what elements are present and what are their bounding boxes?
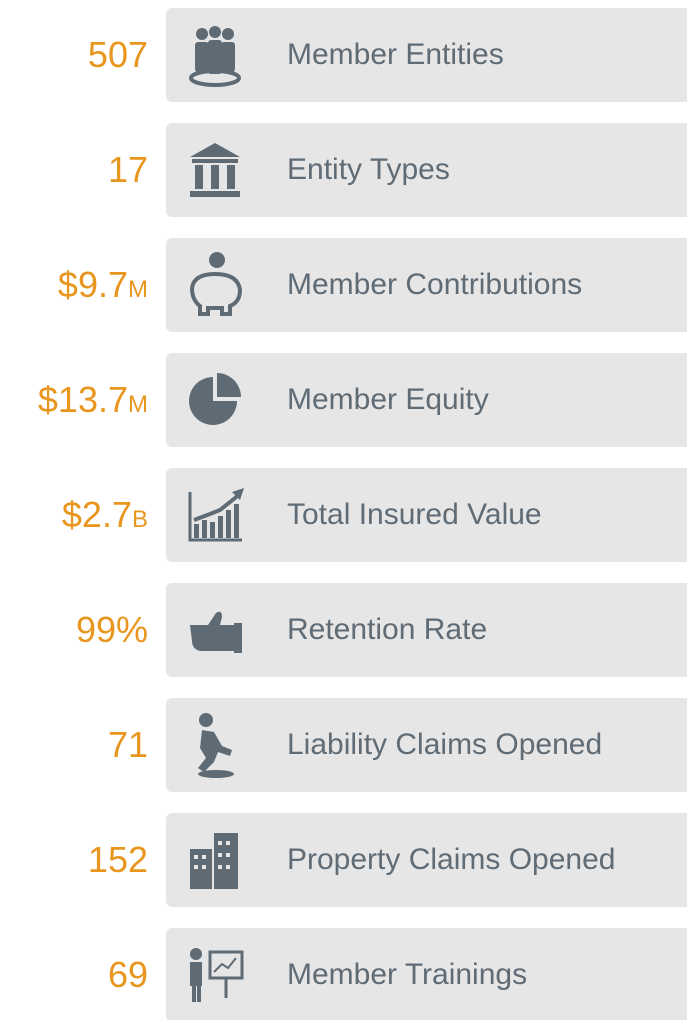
stat-row: 99% Retention Rate: [0, 583, 687, 677]
stat-row: 17 Entity Types: [0, 123, 687, 217]
stat-row: 71 Liability Claims Opened: [0, 698, 687, 792]
value-text: 71: [107, 724, 148, 765]
stat-label: Member Equity: [287, 383, 489, 416]
stat-icon: [198, 713, 234, 778]
stat-row: 69 Member Trainings: [0, 928, 687, 1020]
stat-icon: [190, 833, 238, 889]
stat-label: Property Claims Opened: [287, 843, 616, 876]
stat-box: [166, 698, 687, 792]
stat-value: 152: [88, 813, 148, 907]
stat-label: Liability Claims Opened: [287, 728, 603, 761]
stat-box: [166, 353, 687, 447]
stat-box: [166, 468, 687, 562]
stat-row: $2.7B Total Insured Value: [0, 468, 687, 562]
value-text: 507: [87, 34, 148, 75]
stat-icon: [190, 611, 242, 653]
stat-label: Retention Rate: [287, 613, 488, 646]
stat-icon: [190, 143, 240, 197]
stat-row: $13.7M Member Equity: [0, 353, 687, 447]
stat-box: [166, 238, 687, 332]
stat-icon: [189, 26, 241, 87]
stat-label: Entity Types: [287, 153, 450, 186]
stat-value: 69: [108, 928, 148, 1020]
stat-icon: [189, 252, 243, 316]
stat-value: $13.7M: [38, 353, 148, 447]
stat-label: Member Trainings: [287, 958, 528, 991]
stat-value: 71: [108, 698, 148, 792]
stat-value: $2.7B: [62, 468, 148, 562]
stat-icon: [189, 373, 241, 425]
stat-icon: [190, 948, 244, 1002]
value-suffix: M: [128, 391, 148, 418]
stat-value: 507: [88, 8, 148, 102]
stat-label: Member Contributions: [287, 268, 583, 301]
stat-label: Member Entities: [287, 38, 504, 71]
stat-row: $9.7M Member Contributions: [0, 238, 687, 332]
value-text: $9.7: [57, 264, 128, 305]
value-text: $13.7: [37, 379, 128, 420]
stat-row: 152 Property Claims Opened: [0, 813, 687, 907]
stat-value: $9.7M: [58, 238, 148, 332]
value-suffix: B: [131, 506, 148, 533]
stat-box: [166, 813, 687, 907]
stat-row: 507 Member Entities: [0, 8, 687, 102]
value-suffix: M: [128, 276, 148, 303]
value-text: 17: [107, 149, 148, 190]
value-text: 69: [107, 954, 148, 995]
stat-value: 99%: [76, 583, 148, 677]
stat-box: [166, 583, 687, 677]
stat-label: Total Insured Value: [287, 498, 542, 531]
stat-box: [166, 8, 687, 102]
stat-icon: [188, 488, 244, 542]
stat-value: 17: [108, 123, 148, 217]
stat-box: [166, 928, 687, 1020]
value-text: 152: [87, 839, 148, 880]
value-text: 99%: [75, 609, 148, 650]
stat-box: [166, 123, 687, 217]
value-text: $2.7: [61, 494, 132, 535]
